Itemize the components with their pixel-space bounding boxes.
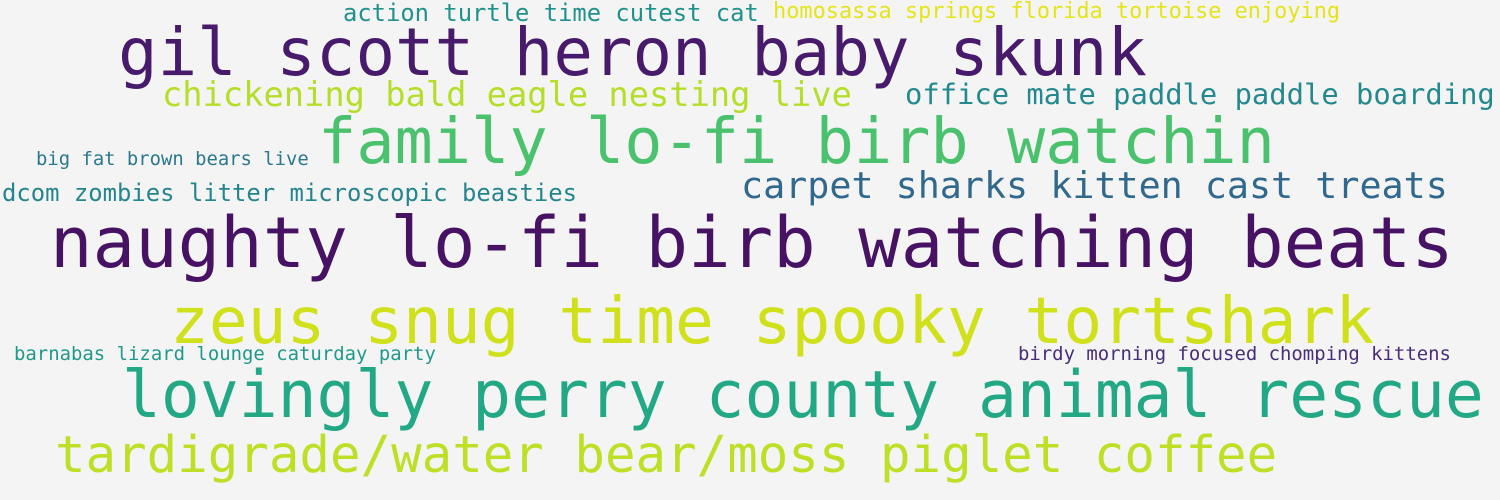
word-tardigrade-water-bear-moss-piglet-coffee: tardigrade/water bear/moss piglet coffee (55, 425, 1278, 484)
word-family-lo-fi-birb-watchin: family lo-fi birb watchin (318, 104, 1275, 178)
word-homosassa-springs-florida-tortoise: homosassa springs florida tortoise enjoy… (773, 0, 1341, 24)
word-office-mate-paddle-boarding: office mate paddle paddle boarding (905, 77, 1495, 111)
word-gil-scott-heron-baby-skunk: gil scott heron baby skunk (118, 14, 1147, 91)
word-chickening-bald-eagle-nesting-live: chickening bald eagle nesting live (162, 75, 852, 114)
word-big-fat-brown-bears-live: big fat brown bears live (36, 148, 309, 170)
word-lovingly-perry-county-animal-rescue: lovingly perry county animal rescue (122, 358, 1484, 433)
word-carpet-sharks-kitten-cast-treats: carpet sharks kitten cast treats (741, 164, 1448, 207)
word-action-turtle-time-cutest-cat: action turtle time cutest cat (343, 0, 759, 27)
word-dcom-zombies-litter-microscopic-beasties: dcom zombies litter microscopic beasties (2, 179, 577, 207)
word-barnabas-lizard-lounge-caturday-party: barnabas lizard lounge caturday party (14, 343, 436, 365)
word-birdy-morning-focused-chomping-kittens: birdy morning focused chomping kittens (1018, 343, 1451, 365)
word-zeus-snug-time-spooky-tortshark: zeus snug time spooky tortshark (170, 284, 1375, 359)
word-naughty-lo-fi-birb-watching-beats: naughty lo-fi birb watching beats (50, 201, 1454, 284)
